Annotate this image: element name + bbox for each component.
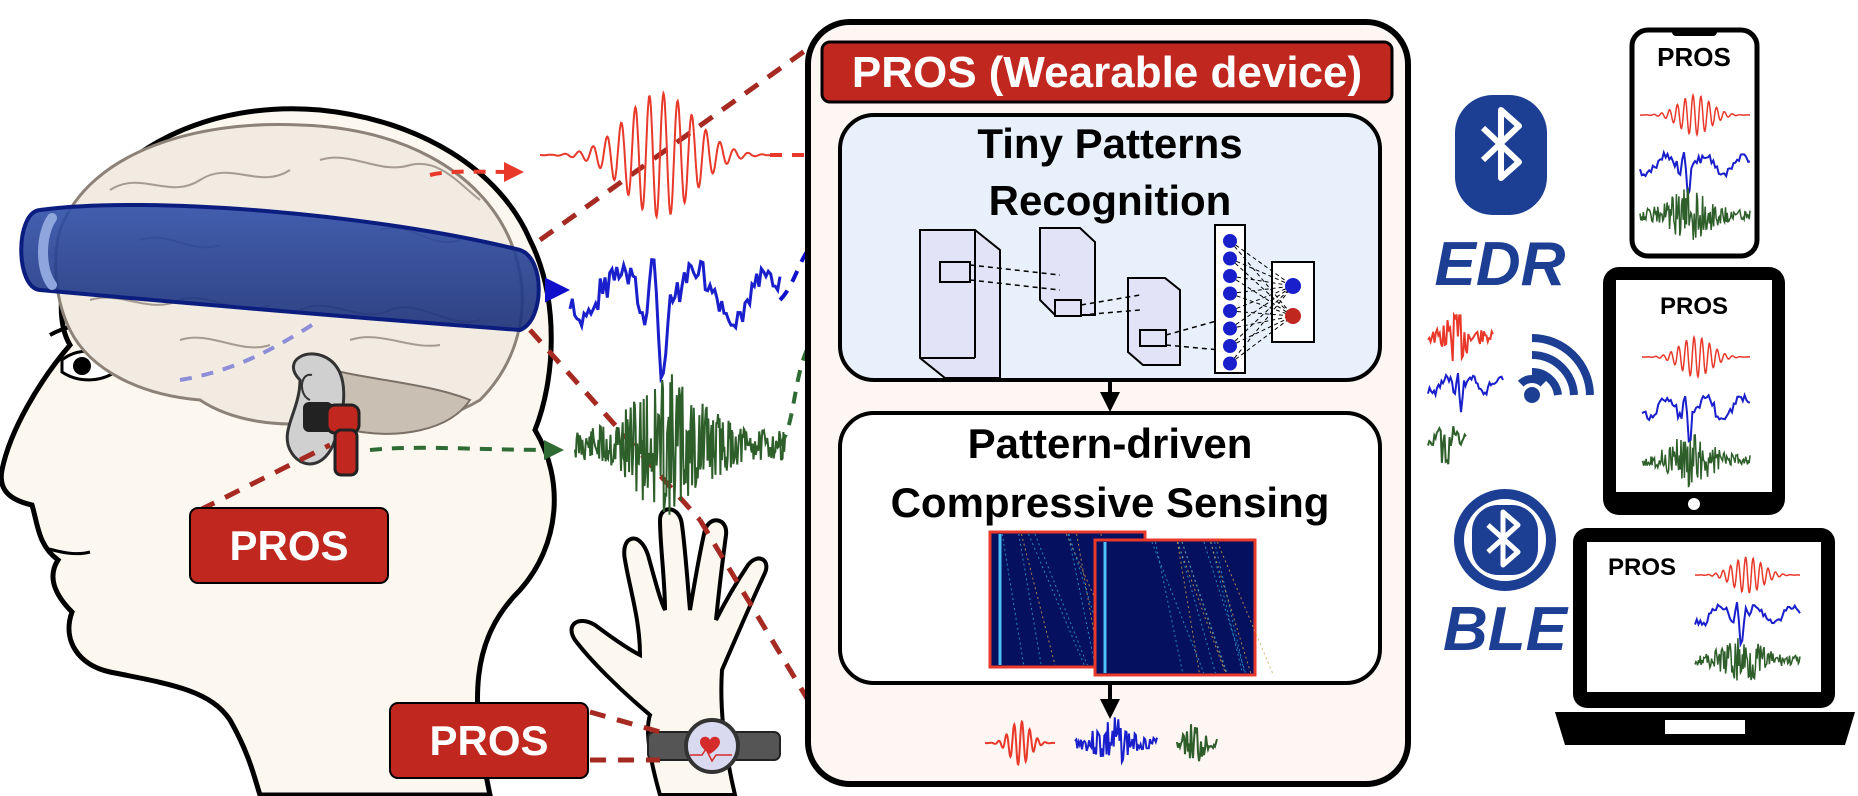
ear-pros-label: PROS [229,522,348,569]
ear-pros-box [189,507,389,584]
module2-line1: Pattern-driven [968,420,1253,467]
module1-line1: Tiny Patterns [977,120,1242,167]
green-input-arrow [778,319,836,447]
edr-label: EDR [1435,230,1566,299]
fc-node [1223,356,1237,371]
device-title: PROS (Wearable device) [852,48,1362,97]
output-blue-waveform [1074,717,1158,766]
neural-network-icon [919,224,1315,379]
ble-label: BLE [1443,595,1569,664]
bluetooth-icon [1454,489,1556,591]
tablet-blue-waveform [1641,391,1751,443]
phone-blue-waveform [1639,149,1751,196]
laptop-green-waveform [1694,638,1801,681]
fc-node [1223,339,1237,353]
blue-waveform [568,258,782,384]
laptop-pros-label: PROS [1608,554,1676,581]
laptop-blue-waveform [1694,602,1801,649]
mini-blue-waveform [1427,372,1504,413]
laptop-red-waveform [1695,556,1800,594]
fc-node [1223,304,1237,318]
red-waveform [540,90,780,220]
output-green-waveform [1176,724,1218,762]
smartphone-icon [1629,27,1760,259]
device-title-bar [820,40,1394,104]
headband-icon [19,202,541,333]
phone-green-waveform [1639,187,1751,240]
mini-red-waveform [1427,311,1494,362]
bluetooth-icon [1455,95,1547,215]
mini-green-waveform [1427,425,1467,465]
fc-node [1223,286,1237,301]
fc-node [1223,321,1237,336]
fc-node [1223,251,1237,266]
phone-red-waveform [1640,92,1750,138]
earbud-icon [285,352,361,477]
red-signal-arrow [429,161,524,182]
output-red-waveform [985,719,1055,767]
wireless-signal-icon [1517,334,1594,403]
module1-line2: Recognition [989,177,1232,224]
fc-node [1223,234,1237,248]
matrix-heatmap-icon [988,530,1273,677]
wrist-pros-box [389,702,589,779]
green-signal-arrow [369,439,564,460]
laptop-icon [1555,528,1855,745]
tablet-red-waveform [1642,334,1750,380]
wrist-pros-label: PROS [429,717,548,764]
tablet-pros-label: PROS [1660,293,1728,320]
module2-line2: Compressive Sensing [891,479,1330,526]
green-waveform [574,374,786,515]
tablet-green-waveform [1641,433,1751,488]
smartwatch-icon [647,718,781,774]
phone-pros-label: PROS [1657,42,1731,72]
fc-node [1223,269,1237,283]
blue-fade-line [179,318,322,382]
